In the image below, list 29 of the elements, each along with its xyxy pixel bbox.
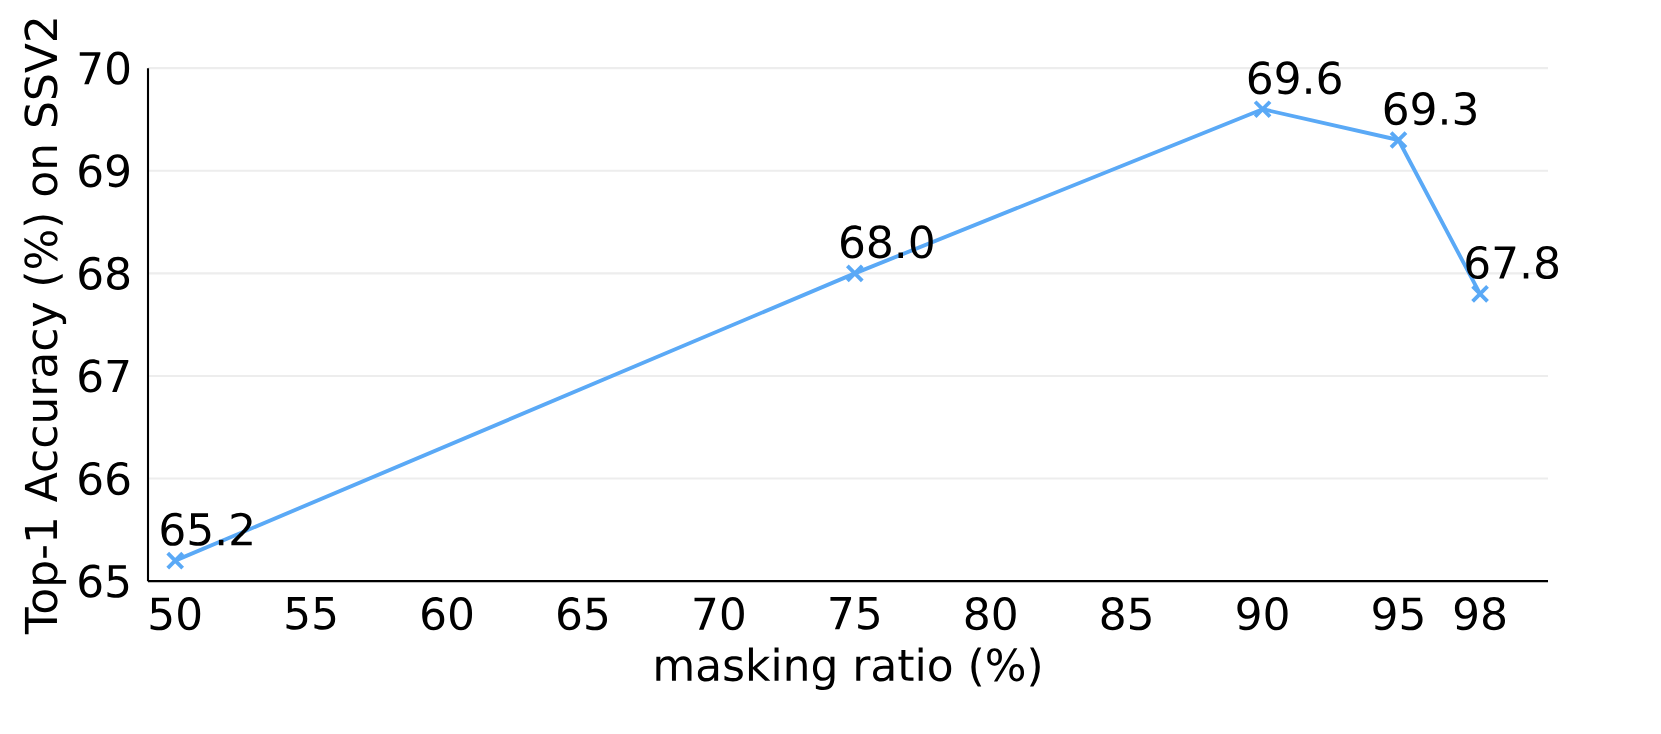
point: [165, 551, 185, 570]
x-tick-label: 95: [1373, 597, 1423, 631]
y-tick-label: 69: [79, 154, 129, 188]
y-axis-title: Top-1 Accuracy (%) on SSV2: [23, 19, 67, 635]
y-tick-label: 68: [79, 256, 130, 290]
point: [845, 263, 865, 283]
y-tick-label: 70: [79, 51, 130, 85]
x-tick-label: 85: [1101, 597, 1151, 631]
point: [1470, 284, 1490, 304]
data-label: 68.0: [841, 225, 933, 259]
data-label: 65.2: [161, 512, 252, 546]
x-tick-label: 65: [558, 597, 608, 631]
y-tick-label: 67: [79, 359, 129, 393]
point: [1253, 99, 1272, 119]
y-tick-label: 65: [79, 564, 129, 598]
data-label: 69.3: [1384, 91, 1476, 126]
x-tick-label: 90: [1237, 597, 1288, 631]
x-tick-label: 55: [286, 597, 336, 630]
data-label: 67.8: [1466, 245, 1559, 280]
x-tick-label: 70: [694, 597, 744, 631]
x-tick-label: 60: [422, 597, 473, 631]
x-tick-label: 75: [830, 597, 879, 630]
point: [1389, 130, 1408, 150]
x-tick-label: 98: [1454, 597, 1506, 631]
x-tick-label: 80: [965, 597, 1016, 631]
data-label: 69.6: [1248, 61, 1341, 95]
y-tick-label: 66: [79, 461, 130, 496]
x-axis-title: masking ratio (%): [656, 647, 1040, 690]
x-tick-label: 50: [150, 597, 201, 631]
